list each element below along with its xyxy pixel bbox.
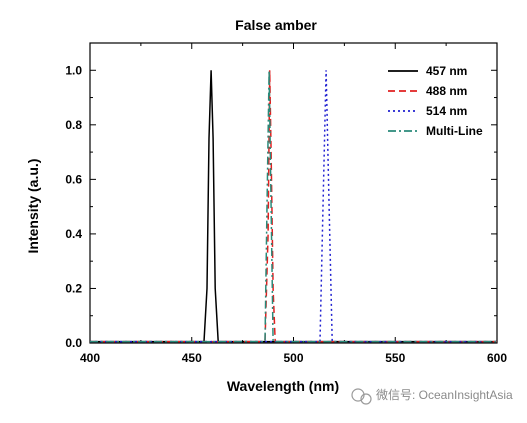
x-tick-label: 450	[182, 351, 202, 365]
legend: 457 nm 488 nm 514 nm Multi-Line	[388, 64, 483, 138]
x-tick-label: 550	[385, 351, 405, 365]
legend-label: Multi-Line	[426, 124, 483, 138]
y-tick-label: 0.6	[65, 172, 82, 186]
watermark: 微信号: OceanInsightAsia	[351, 388, 513, 405]
y-tick-label: 0.2	[65, 281, 82, 295]
x-tick-label: 400	[80, 351, 100, 365]
legend-label: 457 nm	[426, 64, 467, 78]
x-tick-label: 600	[487, 351, 507, 365]
y-tick-label: 0.4	[65, 227, 82, 241]
wechat-icon-secondary	[360, 393, 372, 405]
x-tick-label: 500	[283, 351, 303, 365]
chart-title: False amber	[235, 17, 317, 33]
x-axis-title: Wavelength (nm)	[227, 378, 339, 394]
watermark-text: 微信号: OceanInsightAsia	[376, 388, 513, 402]
y-tick-label: 1.0	[65, 63, 82, 77]
y-tick-label: 0.0	[65, 336, 82, 350]
legend-label: 514 nm	[426, 104, 467, 118]
series-line-0	[90, 70, 497, 343]
y-axis-title: Intensity (a.u.)	[25, 159, 41, 254]
y-tick-label: 0.8	[65, 118, 82, 132]
legend-label: 488 nm	[426, 84, 467, 98]
